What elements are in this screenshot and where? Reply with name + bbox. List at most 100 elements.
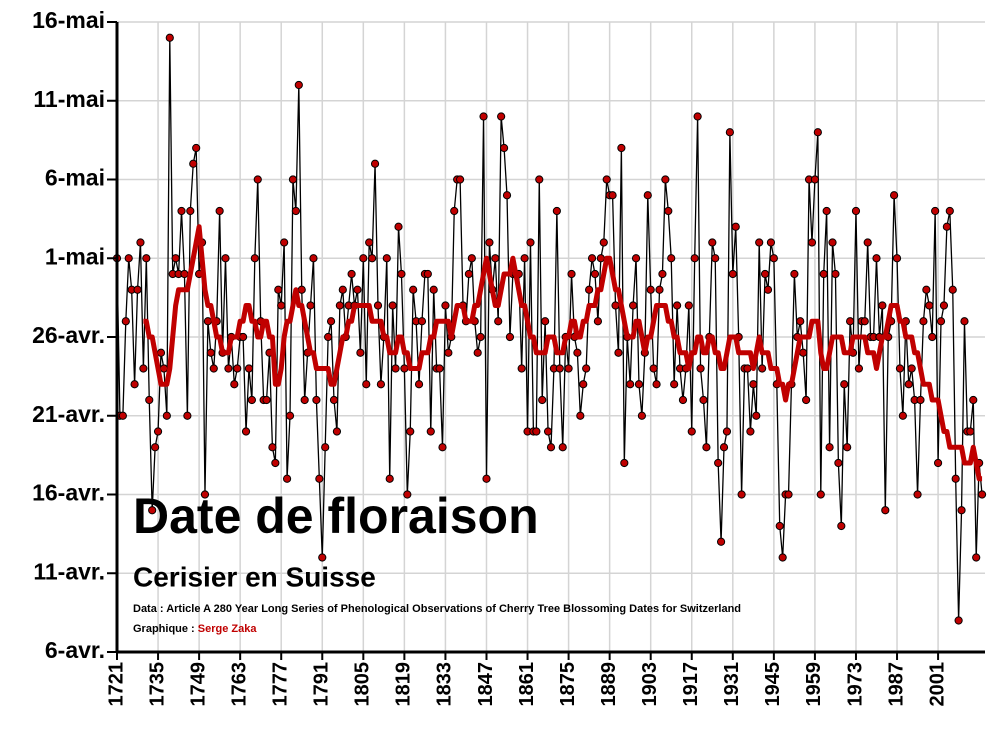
chart-subtitle: Cerisier en Suisse (133, 561, 376, 592)
data-point (315, 474, 324, 483)
x-tick-label: 1735 (146, 662, 168, 707)
data-point (297, 285, 306, 294)
x-tick-label: 2001 (926, 662, 948, 707)
data-point (373, 301, 383, 310)
data-point (573, 348, 582, 357)
data-point (714, 458, 723, 468)
data-point (356, 348, 365, 357)
data-point (532, 427, 541, 436)
data-point (933, 458, 943, 468)
data-point (376, 380, 386, 389)
x-tick-label: 1777 (269, 662, 291, 707)
data-point (406, 427, 415, 436)
data-point (400, 364, 409, 373)
data-point (760, 269, 770, 279)
data-point (846, 317, 855, 326)
data-point (241, 427, 251, 436)
x-tick-label: 1945 (762, 662, 784, 707)
data-point (324, 332, 333, 342)
data-point (831, 269, 840, 279)
data-point (541, 317, 550, 326)
x-tick-label: 1959 (803, 662, 825, 707)
data-point (121, 317, 130, 326)
data-point (755, 238, 764, 247)
data-point (391, 364, 400, 373)
data-point (338, 285, 347, 294)
data-point (837, 521, 846, 531)
y-tick-label: 26-avr. (32, 322, 105, 348)
data-point (312, 395, 321, 405)
data-point (939, 301, 949, 310)
data-point (916, 395, 925, 405)
data-point (148, 506, 157, 515)
data-point (353, 285, 362, 294)
data-point (667, 254, 676, 263)
data-point (784, 490, 793, 499)
data-point (153, 427, 163, 436)
data-point (362, 380, 371, 389)
data-point (646, 285, 655, 294)
data-point (919, 317, 928, 326)
data-point (476, 332, 485, 342)
data-point (819, 269, 828, 279)
data-point (769, 254, 778, 263)
y-tick-label: 11-mai (33, 86, 105, 112)
data-point (526, 238, 535, 247)
data-point (300, 395, 309, 405)
data-point (936, 317, 946, 326)
data-point (802, 395, 811, 405)
data-point (282, 474, 292, 483)
data-point (535, 175, 544, 184)
data-point (790, 269, 799, 279)
data-point (614, 348, 623, 357)
x-tick-label: 1987 (885, 662, 907, 707)
y-tick-label: 11-avr. (33, 558, 105, 584)
data-point (951, 474, 960, 483)
y-tick-label: 16-avr. (32, 480, 105, 506)
data-point (288, 175, 298, 184)
y-tick-label: 6-mai (45, 165, 105, 191)
data-point (385, 474, 394, 483)
data-point (878, 301, 887, 310)
source-note: Data : Article A 280 Year Long Series of… (133, 603, 741, 615)
data-point (722, 427, 732, 436)
data-point (799, 348, 808, 357)
data-point (816, 490, 825, 499)
credit-author: Serge Zaka (198, 623, 258, 635)
data-point (171, 254, 180, 263)
data-point (151, 443, 160, 452)
x-tick-label: 1931 (721, 662, 743, 707)
x-tick-label: 1791 (311, 662, 333, 707)
data-point (397, 269, 406, 279)
data-point (728, 269, 737, 279)
x-tick-label: 1819 (393, 662, 415, 707)
x-tick-label: 1805 (352, 662, 374, 707)
data-point (505, 332, 515, 342)
data-point (435, 364, 444, 373)
data-point (271, 458, 280, 468)
data-point (139, 364, 148, 373)
data-point (948, 285, 957, 294)
data-point (306, 301, 315, 310)
data-point (192, 143, 201, 153)
data-point (365, 238, 374, 247)
x-tick-label: 1861 (516, 662, 538, 707)
data-point (898, 411, 907, 420)
data-point (966, 427, 975, 436)
data-point (931, 206, 940, 216)
data-point (892, 254, 902, 263)
data-point (608, 191, 617, 200)
data-point (441, 301, 450, 310)
data-point (403, 490, 412, 499)
data-point (388, 301, 397, 310)
data-point (455, 175, 465, 184)
data-point (649, 364, 658, 373)
data-point (318, 553, 327, 562)
data-point (637, 411, 647, 420)
data-point (274, 285, 283, 294)
data-point (840, 380, 849, 389)
data-point (684, 301, 693, 310)
data-point (285, 411, 295, 420)
data-point (863, 238, 872, 247)
